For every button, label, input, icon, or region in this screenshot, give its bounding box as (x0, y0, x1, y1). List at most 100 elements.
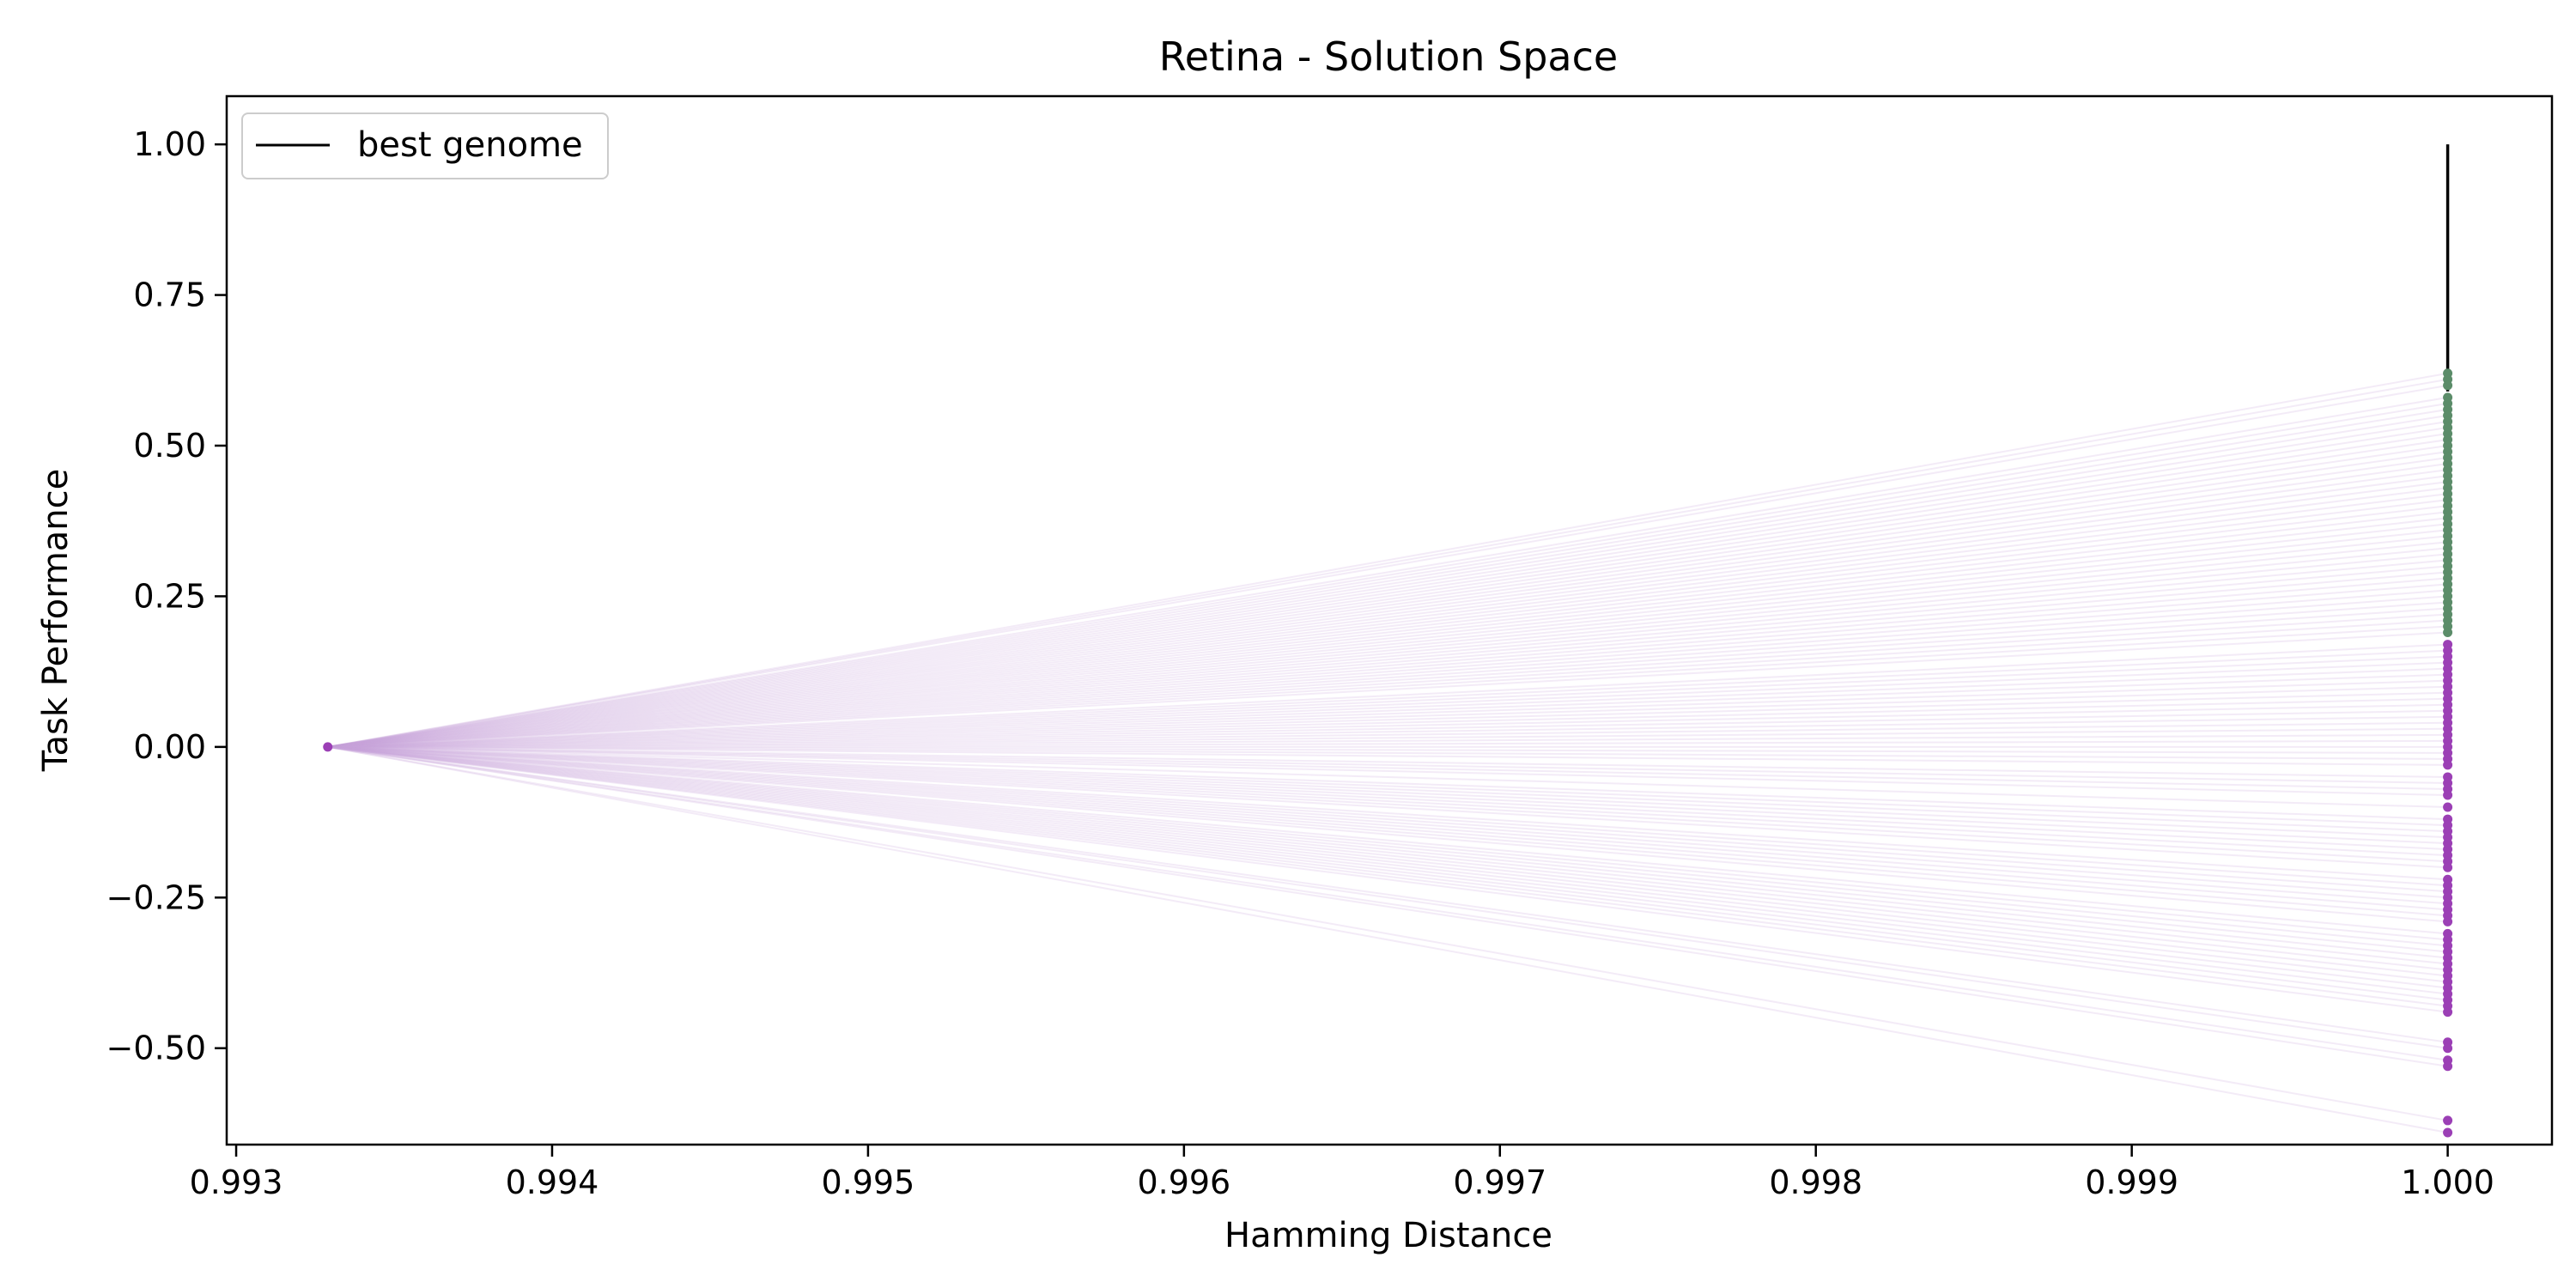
edge-line (327, 745, 2448, 893)
edge-line (327, 745, 2448, 1121)
edge-line (327, 577, 2448, 748)
negative-point (2443, 1115, 2453, 1126)
edge-line (327, 745, 2448, 935)
x-tick-label: 0.994 (506, 1163, 599, 1201)
edge-line (327, 487, 2448, 748)
positive-point (2443, 628, 2453, 638)
edge-line (327, 721, 2448, 748)
positive-point (2443, 380, 2453, 391)
chart-title: Retina - Solution Space (1159, 33, 1618, 80)
edges-layer (327, 372, 2448, 1133)
negative-point (2443, 1127, 2453, 1138)
edge-line (327, 529, 2448, 748)
negative-point (2443, 862, 2453, 872)
edge-line (327, 643, 2448, 748)
edge-line (327, 745, 2448, 911)
edge-line (327, 745, 2448, 778)
edge-line (327, 583, 2448, 748)
edge-line (327, 745, 2448, 851)
edge-line (327, 420, 2448, 748)
x-axis-ticks: 0.993 0.994 0.995 0.996 0.997 0.998 0.999 1.000 (190, 1145, 2494, 1201)
edge-line (327, 745, 2448, 845)
negative-point (2443, 760, 2453, 770)
edge-line (327, 745, 2448, 821)
edge-line (327, 372, 2448, 748)
edge-line (327, 745, 2448, 833)
edge-line (327, 745, 2448, 784)
y-axis-label: Task Performance (36, 469, 76, 773)
edge-line (327, 745, 2448, 965)
edge-line (327, 378, 2448, 748)
y-tick-label: 0.00 (133, 728, 206, 766)
x-tick-label: 0.996 (1137, 1163, 1230, 1201)
edge-line (327, 745, 2448, 869)
x-tick-label: 0.999 (2085, 1163, 2178, 1201)
edge-line (327, 571, 2448, 748)
y-tick-label: 0.50 (133, 427, 206, 465)
edge-line (327, 679, 2448, 748)
edge-line (327, 559, 2448, 748)
edge-line (327, 589, 2448, 748)
edge-line (327, 739, 2448, 748)
edge-line (327, 685, 2448, 748)
edge-line (327, 481, 2448, 748)
points-layer (323, 368, 2453, 1138)
legend-label-best-genome: best genome (357, 125, 583, 165)
x-tick-label: 1.000 (2401, 1163, 2494, 1201)
edge-line (327, 655, 2448, 748)
edge-line (327, 745, 2448, 971)
edge-line (327, 745, 2448, 887)
edge-line (327, 715, 2448, 748)
legend-box (241, 112, 609, 179)
edge-line (327, 463, 2448, 748)
edge-line (327, 505, 2448, 748)
edge-line (327, 451, 2448, 748)
edge-line (327, 745, 2448, 959)
x-axis-label: Hamming Distance (1224, 1216, 1552, 1255)
edge-line (327, 517, 2448, 748)
edge-line (327, 438, 2448, 748)
edge-line (327, 625, 2448, 748)
edge-line (327, 745, 2448, 941)
edge-line (327, 745, 2448, 947)
edge-line (327, 673, 2448, 748)
y-tick-label: 0.75 (133, 276, 206, 314)
edge-line (327, 511, 2448, 748)
edge-line (327, 745, 2448, 1133)
edge-line (327, 457, 2448, 748)
edge-line (327, 733, 2448, 748)
edge-line (327, 745, 2448, 760)
x-tick-label: 0.997 (1453, 1163, 1546, 1201)
edge-line (327, 396, 2448, 748)
edge-line (327, 745, 2448, 953)
x-tick-label: 0.993 (190, 1163, 283, 1201)
edge-line (327, 432, 2448, 748)
edge-line (327, 691, 2448, 748)
edge-line (327, 649, 2448, 748)
x-tick-label: 0.998 (1769, 1163, 1862, 1201)
edge-line (327, 745, 2448, 977)
edge-line (327, 703, 2448, 748)
edge-line (327, 565, 2448, 748)
negative-point (2443, 790, 2453, 800)
edge-line (327, 553, 2448, 748)
edge-line (327, 493, 2448, 748)
edge-line (327, 727, 2448, 748)
edge-line (327, 745, 2448, 754)
edge-line (327, 745, 2448, 1001)
edge-line (327, 745, 2448, 905)
y-tick-label: 0.25 (133, 577, 206, 615)
edge-line (327, 745, 2448, 1007)
edge-line (327, 475, 2448, 748)
edge-line (327, 745, 2448, 827)
negative-point (2443, 1007, 2453, 1018)
edge-line (327, 426, 2448, 748)
edge-line (327, 613, 2448, 748)
y-tick-label: 1.00 (133, 125, 206, 163)
edge-line (327, 745, 2448, 989)
edge-line (327, 709, 2448, 748)
edge-line (327, 745, 2448, 899)
edge-line (327, 445, 2448, 748)
